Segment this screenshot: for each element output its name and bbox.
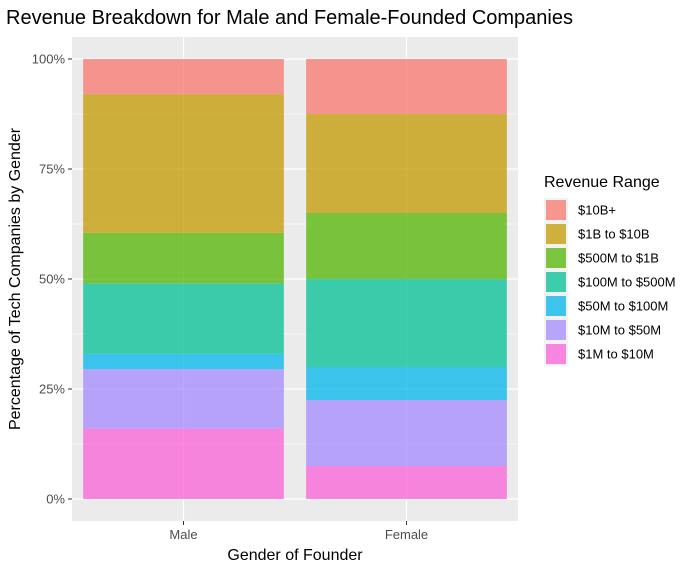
legend-label: $100M to $500M <box>578 275 676 290</box>
bar-segment <box>306 400 507 466</box>
bar-segment <box>83 59 284 95</box>
bar-segment <box>83 353 284 370</box>
x-tick-label: Female <box>385 527 428 542</box>
legend-swatch <box>546 272 566 292</box>
y-axis: 0% 25% 50% 75% 100% <box>32 52 72 507</box>
legend-swatch <box>546 224 566 244</box>
y-tick-label: 75% <box>39 162 65 177</box>
legend-label: $50M to $100M <box>578 299 668 314</box>
y-tick-label: 100% <box>32 52 66 67</box>
legend-label: $10M to $50M <box>578 323 661 338</box>
bar-segment <box>83 369 284 429</box>
y-axis-title: Percentage of Tech Companies by Gender <box>7 127 24 430</box>
x-tick-label: Male <box>169 527 197 542</box>
bar-segment <box>83 232 284 284</box>
x-axis-title: Gender of Founder <box>227 547 363 564</box>
legend-label: $1M to $10M <box>578 347 654 362</box>
bar-segment <box>306 466 507 499</box>
bar-segment <box>83 94 284 233</box>
legend-swatch <box>546 200 566 220</box>
bar-segment <box>306 367 507 400</box>
y-tick-label: 25% <box>39 382 65 397</box>
legend-swatch <box>546 320 566 340</box>
legend-label: $1B to $10B <box>578 227 650 242</box>
legend-swatch <box>546 248 566 268</box>
legend-title: Revenue Range <box>544 174 660 191</box>
y-tick-label: 50% <box>39 272 65 287</box>
legend-label: $500M to $1B <box>578 251 659 266</box>
x-axis: Male Female <box>169 521 428 542</box>
bar-segment <box>306 279 507 367</box>
legend-swatch <box>546 344 566 364</box>
y-tick-label: 0% <box>46 492 65 507</box>
legend-swatch <box>546 296 566 316</box>
bar-segment <box>83 428 284 499</box>
bar-segment <box>83 283 284 354</box>
legend: Revenue Range $10B+ $1B to $10B $500M to $… <box>544 174 676 366</box>
bar-segment <box>306 213 507 279</box>
legend-label: $10B+ <box>578 203 616 218</box>
bar-segment <box>306 114 507 213</box>
bar-segment <box>306 59 507 114</box>
bars <box>83 59 507 499</box>
chart-title: Revenue Breakdown for Male and Female-Fo… <box>6 7 573 29</box>
